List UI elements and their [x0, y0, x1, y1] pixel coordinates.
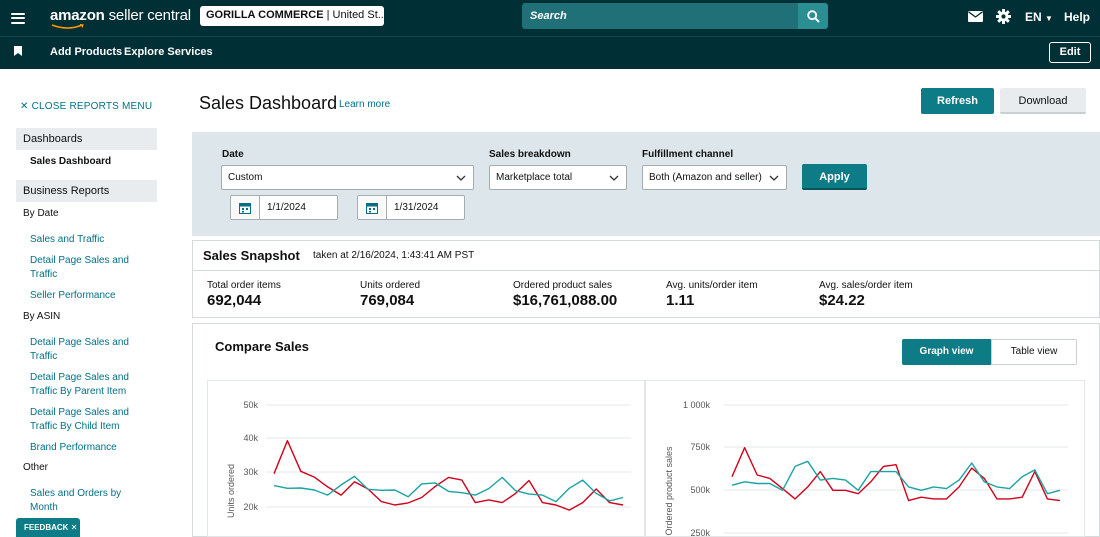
close-reports-menu-link[interactable]: ✕ CLOSE REPORTS MENU — [20, 101, 153, 112]
y-axis-label: Ordered product sales — [664, 446, 674, 536]
page-title: Sales Dashboard — [199, 93, 338, 113]
account-selector[interactable]: GORILLA COMMERCE | United St... — [200, 6, 384, 26]
add-products-link[interactable]: Add Products — [50, 46, 123, 58]
mail-icon[interactable] — [968, 11, 983, 22]
metric-value-total-order-items: 692,044 — [207, 292, 262, 309]
edit-button[interactable]: Edit — [1049, 42, 1091, 63]
y-tick-label: 20k — [243, 502, 258, 512]
y-tick-label: 50k — [243, 400, 258, 410]
caret-down-icon: ▼ — [1045, 14, 1053, 23]
y-tick-label: 40k — [243, 433, 258, 443]
table-view-button[interactable]: Table view — [991, 339, 1077, 365]
metric-value-units-ordered: 769,084 — [360, 292, 415, 309]
sidebar-item-sales-and-traffic[interactable]: Sales and Traffic — [30, 234, 105, 245]
close-icon: ✕ — [20, 101, 29, 112]
sales-snapshot-title: Sales Snapshot — [203, 248, 300, 263]
amazon-smile-icon — [51, 24, 84, 29]
date-range-select[interactable]: Custom — [221, 165, 474, 190]
y-tick-label: 1 000k — [683, 400, 711, 410]
apply-button[interactable]: Apply — [802, 164, 867, 190]
metric-label-total-order-items: Total order items — [207, 280, 281, 291]
sidebar-item-detail-page-sales-traffic[interactable]: Detail Page Sales and Traffic — [30, 255, 129, 280]
series-line[interactable] — [731, 446, 1061, 502]
y-tick-label: 500k — [690, 485, 710, 495]
compare-sales-title: Compare Sales — [215, 339, 309, 354]
units-ordered-chart-svg: 50k 40k 30k 20k Units ordered — [226, 400, 631, 518]
sidebar-item-sales-orders-month[interactable]: Sales and Orders by Month — [30, 488, 122, 513]
metric-label-ordered-product-sales: Ordered product sales — [513, 280, 612, 291]
chevron-down-icon — [456, 175, 466, 181]
help-link[interactable]: Help — [1064, 10, 1091, 24]
metric-value-avg-units-order-item: 1.11 — [666, 292, 695, 309]
search-button[interactable] — [798, 3, 828, 29]
learn-more-link[interactable]: Learn more — [339, 99, 391, 110]
search-icon — [806, 9, 820, 23]
divider — [192, 270, 1100, 271]
end-date-field[interactable]: 1/31/2024 — [357, 195, 465, 220]
y-tick-label: 750k — [690, 442, 710, 452]
metric-value-avg-sales-order-item: $24.22 — [819, 292, 865, 309]
sidebar-group-by-date: By Date — [23, 208, 59, 219]
ordered-product-sales-chart-svg: 1 000k 750k 500k 250k Ordered product sales — [664, 400, 1068, 537]
sidebar-item-brand-performance[interactable]: Brand Performance — [30, 442, 117, 453]
metric-label-units-ordered: Units ordered — [360, 280, 421, 291]
close-icon: ✕ — [70, 523, 78, 532]
sidebar-item-asin-by-parent[interactable]: Detail Page Sales and Traffic By Parent … — [30, 372, 129, 397]
metric-value-ordered-product-sales: $16,761,088.00 — [513, 292, 618, 309]
sales-breakdown-select[interactable]: Marketplace total — [489, 165, 627, 190]
start-date-field[interactable]: 1/1/2024 — [230, 195, 338, 220]
series-line[interactable] — [731, 460, 1061, 495]
sidebar-item-asin-by-child[interactable]: Detail Page Sales and Traffic By Child I… — [30, 407, 129, 432]
chevron-down-icon — [609, 175, 619, 181]
download-button[interactable]: Download — [1000, 88, 1086, 114]
units-ordered-chart: 50k 40k 30k 20k Units ordered — [207, 380, 645, 537]
hamburger-menu-icon[interactable] — [0, 0, 36, 36]
sidebar-item-asin-detail-page[interactable]: Detail Page Sales and Traffic — [30, 337, 129, 362]
y-tick-label: 30k — [243, 467, 258, 477]
calendar-icon — [239, 202, 251, 214]
y-axis-label: Units ordered — [226, 464, 236, 518]
ordered-product-sales-chart: 1 000k 750k 500k 250k Ordered product sales — [645, 380, 1085, 537]
language-selector[interactable]: EN ▼ — [1025, 10, 1053, 24]
snapshot-timestamp: taken at 2/16/2024, 1:43:41 AM PST — [313, 250, 475, 261]
series-line[interactable] — [273, 475, 624, 503]
chevron-down-icon — [769, 175, 779, 181]
feedback-button[interactable]: FEEDBACK ✕ — [16, 518, 80, 537]
explore-services-link[interactable]: Explore Services — [124, 46, 213, 58]
sidebar-group-by-asin: By ASIN — [23, 311, 61, 322]
sidebar-item-seller-performance[interactable]: Seller Performance — [30, 290, 116, 301]
fulfillment-channel-select[interactable]: Both (Amazon and seller) — [642, 165, 787, 190]
y-tick-label: 250k — [690, 528, 710, 537]
refresh-button[interactable]: Refresh — [921, 88, 994, 114]
secondary-navigation-bar — [0, 36, 1100, 69]
metric-label-avg-units-order-item: Avg. units/order item — [666, 280, 758, 291]
sidebar-section-business-reports[interactable]: Business Reports — [16, 180, 157, 202]
sidebar-section-dashboards[interactable]: Dashboards — [16, 128, 157, 150]
fulfillment-channel-label: Fulfillment channel — [642, 149, 734, 160]
gear-icon[interactable] — [996, 9, 1011, 24]
sales-snapshot-panel — [192, 240, 1100, 318]
graph-view-button[interactable]: Graph view — [902, 339, 991, 365]
metric-label-avg-sales-order-item: Avg. sales/order item — [819, 280, 913, 291]
sales-breakdown-label: Sales breakdown — [489, 149, 571, 160]
calendar-icon — [366, 202, 378, 214]
bookmark-icon[interactable] — [14, 46, 22, 56]
sidebar-item-sales-dashboard[interactable]: Sales Dashboard — [30, 156, 112, 167]
sidebar-group-other: Other — [23, 462, 49, 473]
seller-central-logo[interactable]: amazon seller central — [50, 7, 191, 24]
search-input[interactable]: Search — [522, 3, 798, 29]
date-label: Date — [222, 149, 244, 160]
series-line[interactable] — [273, 440, 624, 511]
